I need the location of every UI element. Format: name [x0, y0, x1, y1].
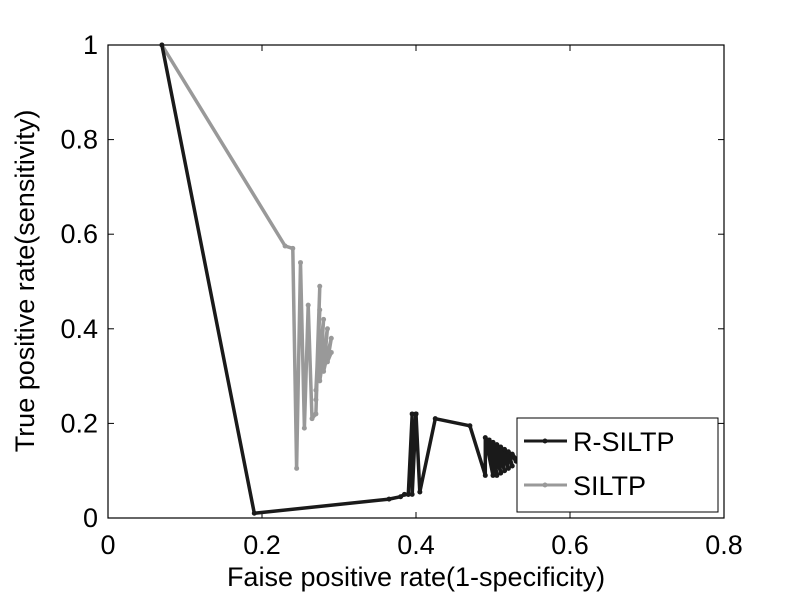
data-point-r-siltp: [490, 472, 496, 478]
x-tick-label: 0.4: [397, 530, 435, 560]
data-point-r-siltp: [509, 451, 515, 457]
data-point-r-siltp: [505, 465, 511, 471]
data-point-siltp: [282, 243, 288, 249]
data-point-siltp: [328, 335, 334, 341]
data-point-r-siltp: [502, 468, 508, 474]
y-tick-label: 0.2: [60, 408, 98, 438]
data-point-r-siltp: [409, 491, 415, 497]
x-axis-label: Faise positive rate(1-specificity): [227, 562, 605, 592]
x-tick-label: 0.6: [551, 530, 589, 560]
data-point-r-siltp: [494, 472, 500, 478]
data-point-r-siltp: [467, 423, 473, 429]
y-tick-label: 0: [83, 503, 98, 533]
y-tick-label: 1: [83, 30, 98, 60]
series-line-siltp: [160, 44, 334, 471]
data-point-r-siltp: [509, 463, 515, 469]
legend-box: [516, 417, 719, 513]
data-point-r-siltp: [494, 442, 500, 448]
data-point-r-siltp: [502, 446, 508, 452]
data-point-siltp: [328, 349, 334, 355]
data-point-r-siltp: [432, 416, 438, 422]
legend-label-siltp: SILTP: [573, 471, 646, 501]
data-point-r-siltp: [498, 470, 504, 476]
data-point-r-siltp: [486, 437, 492, 443]
data-point-siltp: [321, 316, 327, 322]
data-point-r-siltp: [409, 411, 415, 417]
data-point-r-siltp: [482, 472, 488, 478]
y-tick-label: 0.4: [60, 314, 98, 344]
data-point-siltp: [317, 283, 323, 289]
data-point-siltp: [321, 368, 327, 374]
data-point-r-siltp: [490, 439, 496, 445]
y-tick-label: 0.6: [60, 219, 98, 249]
data-point-siltp: [324, 326, 330, 332]
legend-marker-r-siltp: [542, 438, 548, 444]
data-point-r-siltp: [159, 42, 165, 48]
data-point-r-siltp: [498, 444, 504, 450]
data-point-r-siltp: [401, 491, 407, 497]
series-siltp: [159, 42, 334, 471]
axis-ticks: 0 0.2 0.4 0.6 0.8 0 0.2 0.4 0.6 0.8 1: [60, 30, 742, 560]
data-point-r-siltp: [405, 491, 411, 497]
data-point-r-siltp: [398, 494, 404, 500]
data-point-r-siltp: [386, 496, 392, 502]
data-point-siltp: [305, 302, 311, 308]
data-point-siltp: [309, 416, 315, 422]
series-r-siltp: [159, 42, 519, 516]
data-point-siltp: [294, 465, 300, 471]
data-point-r-siltp: [251, 510, 257, 516]
legend: R-SILTP SILTP: [516, 417, 719, 513]
legend-label-r-siltp: R-SILTP: [573, 427, 675, 457]
data-point-r-siltp: [505, 449, 511, 455]
data-point-siltp: [313, 411, 319, 417]
data-point-r-siltp: [413, 411, 419, 417]
data-point-siltp: [313, 397, 319, 403]
data-point-siltp: [317, 307, 323, 313]
x-tick-label: 0: [100, 530, 115, 560]
y-tick-label: 0.8: [60, 125, 98, 155]
data-point-siltp: [324, 359, 330, 365]
data-point-siltp: [317, 378, 323, 384]
legend-marker-siltp: [542, 482, 548, 488]
data-point-r-siltp: [417, 489, 423, 495]
data-point-siltp: [298, 260, 303, 266]
x-tick-label: 0.2: [243, 530, 281, 560]
y-axis-label: True positive rate(sensitivity): [10, 110, 40, 453]
x-tick-label: 0.8: [705, 530, 743, 560]
data-point-siltp: [301, 425, 307, 431]
data-point-siltp: [290, 245, 296, 251]
data-point-siltp: [313, 387, 319, 393]
series-layer: [159, 42, 519, 516]
data-point-r-siltp: [482, 435, 488, 441]
